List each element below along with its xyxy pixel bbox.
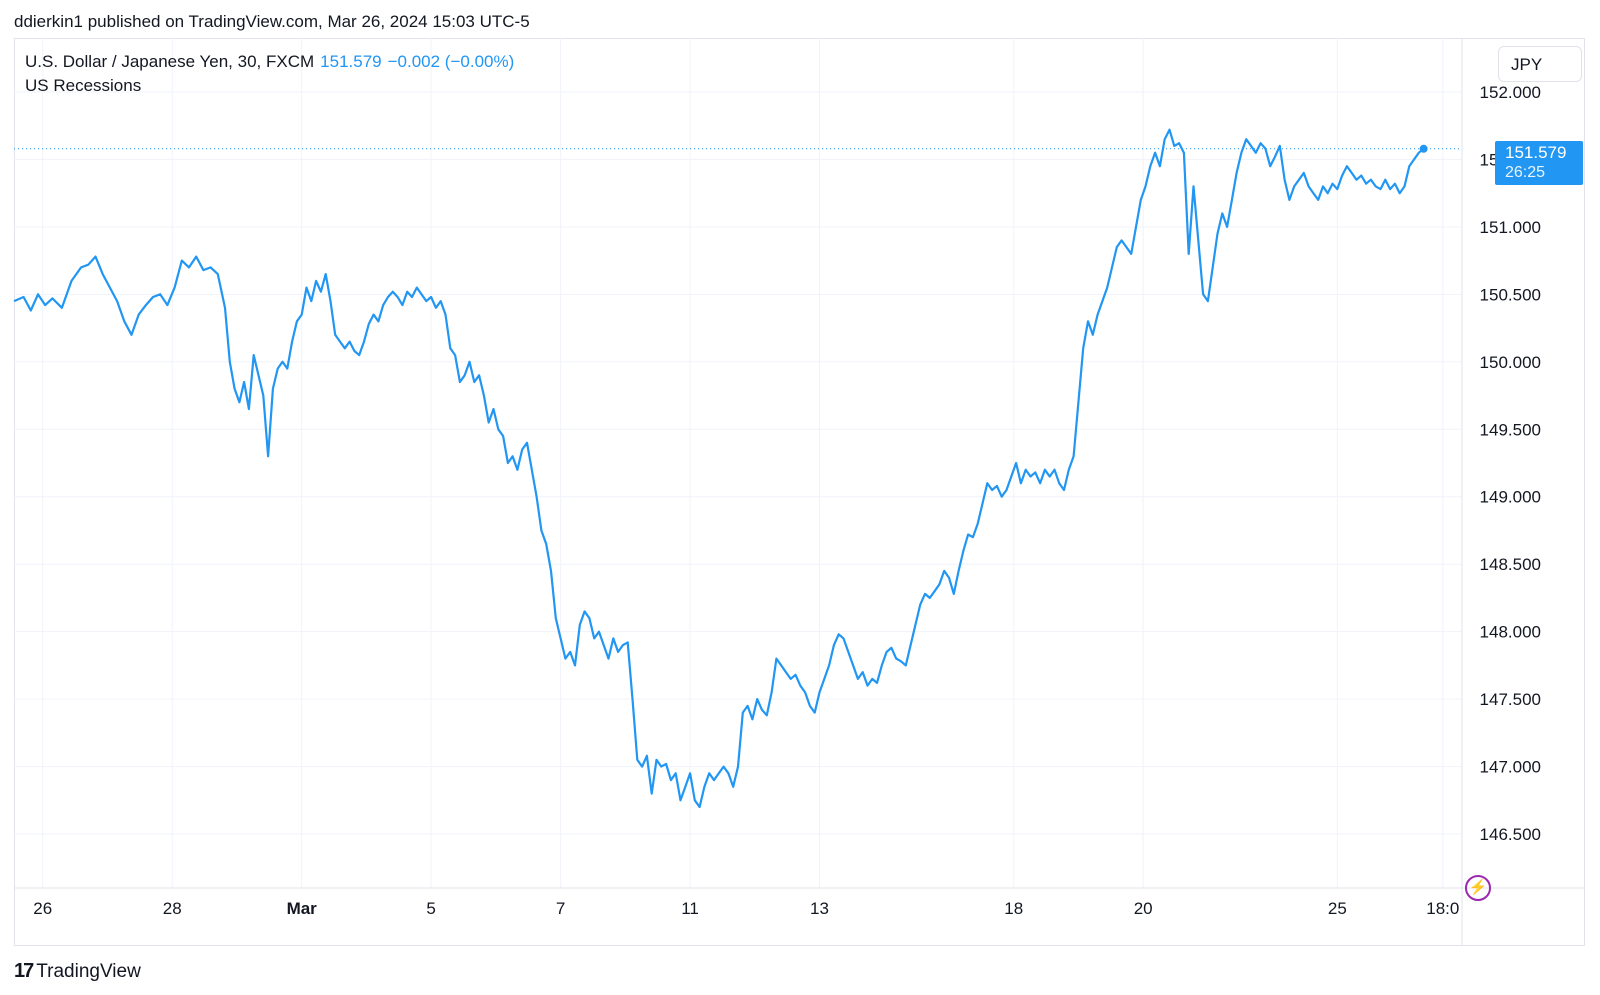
time-tick-label: 25	[1328, 899, 1347, 918]
tradingview-logo[interactable]: 17 TradingView	[14, 960, 141, 983]
bar-countdown: 26:25	[1505, 164, 1546, 181]
time-tick-label: 13	[810, 899, 829, 918]
price-axis-labels: 146.500 147.000 147.500 148.000 148.500 149.0…	[1480, 83, 1541, 844]
legend-symbol[interactable]: U.S. Dollar / Japanese Yen, 30, FXCM	[25, 52, 315, 71]
price-tick-label: 147.500	[1480, 690, 1541, 709]
time-axis-labels: 26 28 Mar 5 7 11 13 18 20 25 18:0	[33, 899, 1459, 918]
time-tick-label: 26	[33, 899, 52, 918]
tradingview-logo-text: TradingView	[36, 960, 141, 982]
time-tick-label: 18	[1004, 899, 1023, 918]
price-tick-label: 150.500	[1480, 285, 1541, 304]
time-tick-label: 5	[426, 899, 435, 918]
price-tick-label: 148.000	[1480, 623, 1541, 642]
tradingview-logo-icon: 17	[14, 960, 34, 982]
last-price-tag-value: 151.579	[1505, 143, 1567, 162]
price-tick-label: 152.000	[1480, 83, 1541, 102]
time-tick-label: 28	[163, 899, 182, 918]
time-tick-label: Mar	[287, 899, 318, 918]
time-tick-label: 20	[1134, 899, 1153, 918]
legend-change: −0.002 (−0.00%)	[387, 52, 515, 71]
time-tick-label: 7	[556, 899, 565, 918]
time-tick-label: 18:0	[1426, 899, 1459, 918]
legend-main-row: U.S. Dollar / Japanese Yen, 30, FXCM 151.…	[25, 50, 514, 74]
last-price-dot	[1419, 144, 1428, 153]
chart-legend: U.S. Dollar / Japanese Yen, 30, FXCM 151.…	[25, 50, 514, 98]
legend-last-price: 151.579	[320, 52, 382, 71]
legend-indicator-row[interactable]: US Recessions	[25, 76, 142, 95]
lightning-icon[interactable]: ⚡	[1465, 875, 1491, 901]
price-tick-label: 148.500	[1480, 555, 1541, 574]
price-tick-label: 151.000	[1480, 218, 1541, 237]
price-tick-label: 146.500	[1480, 825, 1541, 844]
price-tick-label: 149.000	[1480, 488, 1541, 507]
last-price-tag: 151.579 26:25	[1495, 141, 1583, 185]
time-tick-label: 11	[681, 899, 699, 918]
publisher-caption: ddierkin1 published on TradingView.com, …	[14, 12, 530, 31]
price-series-line	[13, 128, 1425, 809]
price-tick-label: 147.000	[1480, 758, 1541, 777]
price-tick-label: 150.000	[1480, 353, 1541, 372]
currency-button[interactable]: JPY	[1498, 46, 1582, 82]
price-tick-label: 149.500	[1480, 420, 1541, 439]
chart-frame[interactable]	[14, 38, 1585, 946]
